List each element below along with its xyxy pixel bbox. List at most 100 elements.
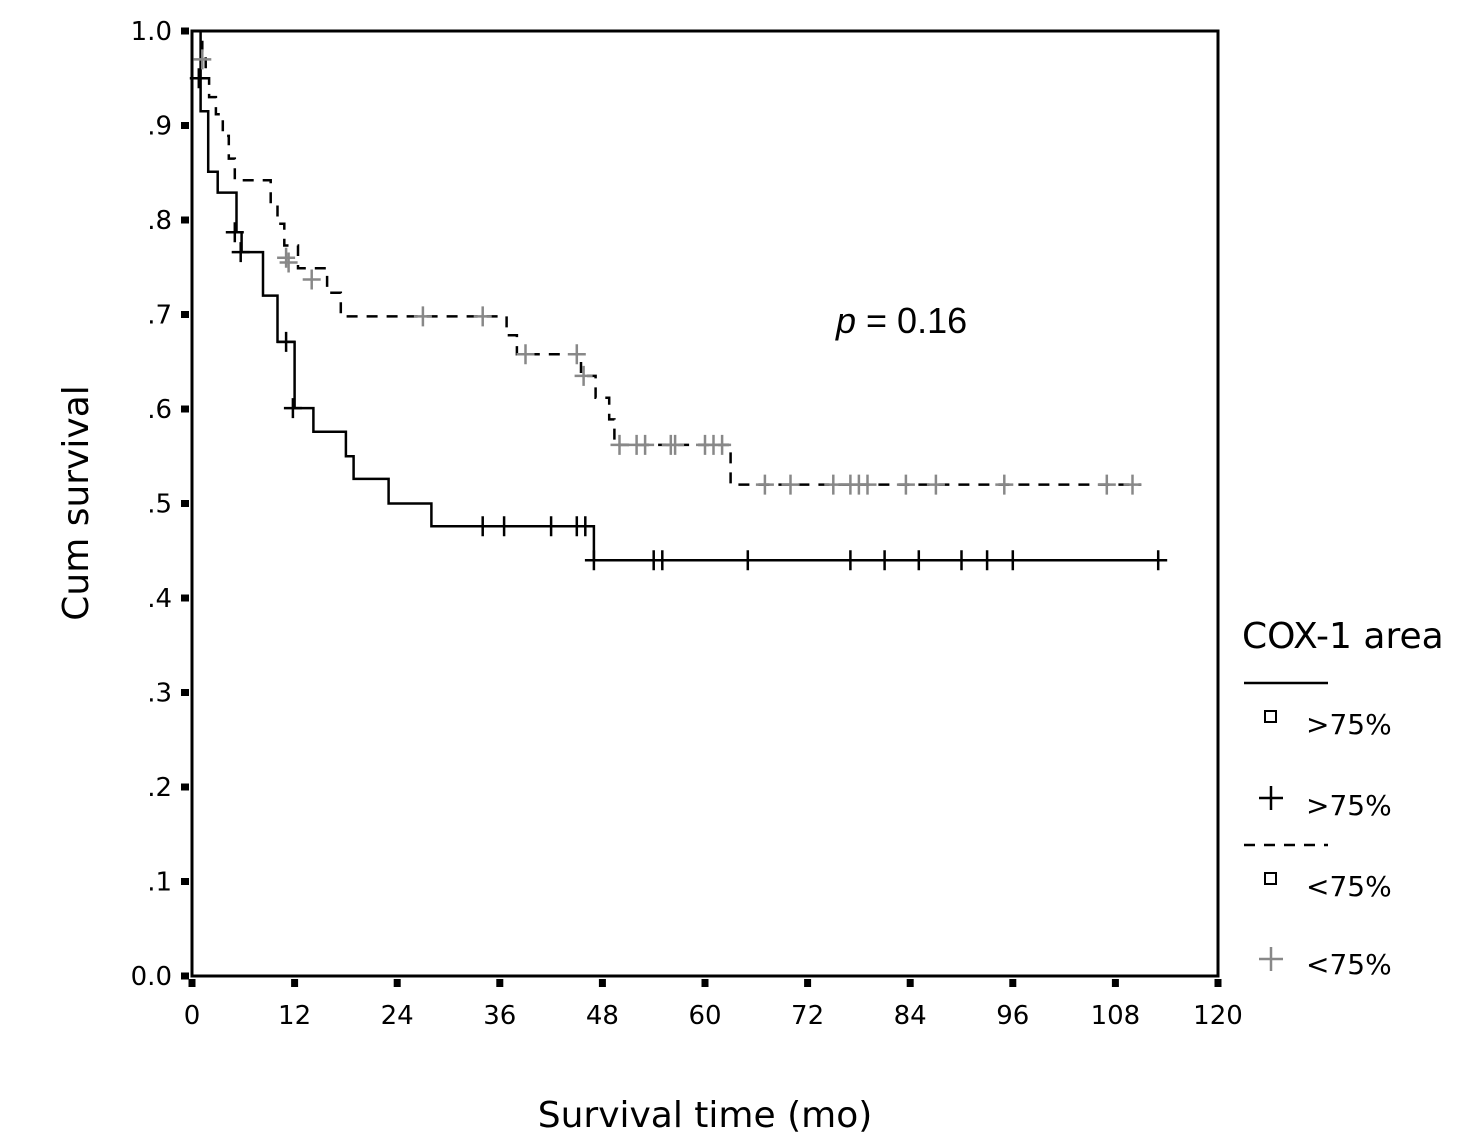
y-tick-label: .9	[147, 112, 172, 142]
censor-mark	[978, 550, 997, 571]
x-tick-mark	[291, 979, 299, 987]
y-axis-title: Cum survival	[56, 385, 97, 621]
x-tick-label: 36	[483, 1001, 516, 1031]
x-tick-mark	[804, 979, 812, 987]
censor-mark	[576, 516, 595, 537]
y-tick-mark	[181, 500, 189, 507]
censor-mark	[610, 434, 629, 455]
censor-mark	[225, 222, 244, 243]
x-tick-label: 120	[1193, 1001, 1243, 1031]
censor-mark	[302, 269, 321, 290]
legend-plus-marker	[1259, 786, 1283, 810]
censor-mark	[567, 344, 586, 365]
censor-mark	[574, 365, 593, 386]
y-tick-mark	[181, 27, 189, 35]
censor-mark	[231, 242, 250, 263]
survival-curve-above-75	[192, 29, 1167, 562]
y-tick-mark	[181, 972, 189, 980]
y-tick-mark	[181, 311, 189, 318]
x-tick-mark	[1111, 979, 1119, 987]
x-tick-mark	[393, 979, 401, 987]
censor-mark	[473, 516, 492, 537]
y-tick-label: .3	[147, 679, 172, 709]
y-tick-mark	[181, 216, 189, 224]
y-tick-label: 0.0	[131, 962, 172, 992]
censor-mark	[653, 550, 672, 571]
y-tick-mark	[181, 783, 189, 791]
censor-mark	[896, 474, 915, 495]
legend-title: COX-1 area	[1242, 616, 1444, 657]
y-tick-label: .4	[147, 584, 172, 614]
y-axis-ticks: 0.0 .1 .2 .3 .4 .5 .6 .7 .8 .9 1.0	[131, 17, 189, 992]
legend-label: <75%	[1306, 948, 1392, 981]
y-tick-label: .7	[147, 301, 172, 331]
censor-mark	[1003, 550, 1022, 571]
plot-frame	[190, 29, 1220, 978]
censor-mark	[952, 550, 971, 571]
x-tick-label: 12	[278, 1001, 311, 1031]
legend: COX-1 area >75% >75% <75% <75%	[1242, 616, 1444, 981]
y-tick-mark	[181, 878, 189, 885]
censor-mark	[279, 252, 298, 273]
censor-mark	[277, 331, 296, 352]
y-tick-label: 1.0	[131, 17, 172, 47]
censor-mark	[283, 398, 302, 419]
y-tick-label: .1	[147, 868, 172, 898]
y-tick-label: .2	[147, 773, 172, 803]
censor-mark	[824, 474, 843, 495]
y-tick-label: .8	[147, 206, 172, 236]
censor-mark	[1149, 550, 1168, 571]
censor-mark	[738, 550, 757, 571]
censor-mark	[755, 474, 774, 495]
censor-mark	[584, 550, 603, 571]
p-value-text: = 0.16	[856, 300, 967, 341]
censor-mark	[926, 474, 945, 495]
x-tick-mark	[598, 979, 606, 987]
y-tick-mark	[181, 594, 189, 602]
x-tick-mark	[906, 979, 914, 987]
censor-mark	[841, 550, 860, 571]
x-tick-mark	[1214, 979, 1222, 987]
censor-mark	[781, 474, 800, 495]
p-value-annotation: p = 0.16	[835, 300, 967, 341]
censor-mark	[713, 434, 732, 455]
y-tick-mark	[181, 405, 189, 413]
censor-mark	[1097, 474, 1116, 495]
series-layer	[189, 29, 1168, 571]
censor-mark	[636, 434, 655, 455]
censor-mark	[666, 434, 685, 455]
censor-mark	[495, 516, 514, 537]
x-tick-mark	[701, 979, 709, 987]
censor-mark	[909, 550, 928, 571]
x-tick-label: 24	[381, 1001, 414, 1031]
x-axis-ticks: 0 12 24 36 48 60 72 84 96 108 120	[184, 979, 1243, 1031]
x-tick-label: 84	[894, 1001, 927, 1031]
censor-mark	[516, 344, 535, 365]
censor-mark	[542, 516, 561, 537]
legend-label: <75%	[1306, 870, 1392, 903]
x-tick-label: 108	[1091, 1001, 1141, 1031]
censor-mark	[193, 49, 212, 70]
censor-mark	[995, 474, 1014, 495]
x-tick-label: 0	[184, 1001, 201, 1031]
x-tick-label: 60	[688, 1001, 721, 1031]
legend-square-marker	[1264, 710, 1277, 723]
x-tick-label: 72	[791, 1001, 824, 1031]
censor-mark	[277, 247, 296, 268]
censor-mark	[858, 474, 877, 495]
y-tick-mark	[181, 689, 189, 696]
survival-curve-below-75	[192, 29, 1142, 486]
x-tick-mark	[496, 979, 504, 987]
y-tick-label: .6	[147, 395, 172, 425]
p-value-symbol: p	[835, 300, 856, 341]
y-tick-label: .5	[147, 490, 172, 520]
x-tick-label: 96	[996, 1001, 1029, 1031]
x-tick-mark	[1009, 979, 1017, 987]
x-tick-label: 48	[586, 1001, 619, 1031]
censor-mark	[1123, 474, 1142, 495]
censor-mark	[413, 306, 432, 327]
legend-label: >75%	[1306, 789, 1392, 822]
censor-mark	[875, 550, 894, 571]
legend-plus-marker	[1259, 947, 1283, 971]
